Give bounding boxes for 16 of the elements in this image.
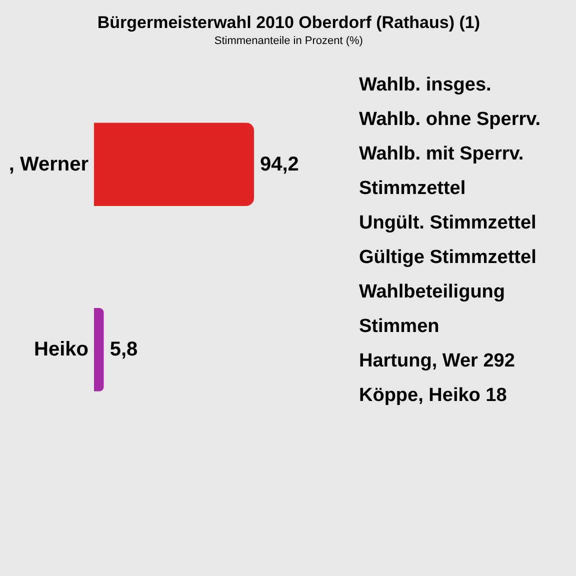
text: Stimmenanteile in Prozent (%): [214, 35, 363, 47]
text: Hartung, Wer 292: [359, 350, 515, 372]
text: Wahlb. ohne Sperrv.: [359, 108, 541, 130]
text: Stimmzettel: [359, 178, 466, 199]
data-label: 5,8: [110, 338, 138, 361]
y-tick-label: Heiko: [34, 338, 88, 361]
text: Gültige Stimmzettel: [359, 247, 536, 268]
text: Wahlb. mit Sperrv.: [359, 143, 524, 164]
y-tick-label: , Werner: [8, 153, 89, 176]
data-label: 94,2: [260, 153, 299, 176]
text: Wahlb. insges.: [359, 74, 492, 96]
text: Köppe, Heiko 18: [359, 385, 507, 406]
text: Stimmen: [359, 316, 440, 338]
text: Bürgermeisterwahl 2010 Oberdorf (Rathaus) (1): [97, 13, 480, 32]
text: Wahlbeteiligung: [359, 282, 506, 303]
text: Ungült. Stimmzettel: [359, 212, 536, 234]
